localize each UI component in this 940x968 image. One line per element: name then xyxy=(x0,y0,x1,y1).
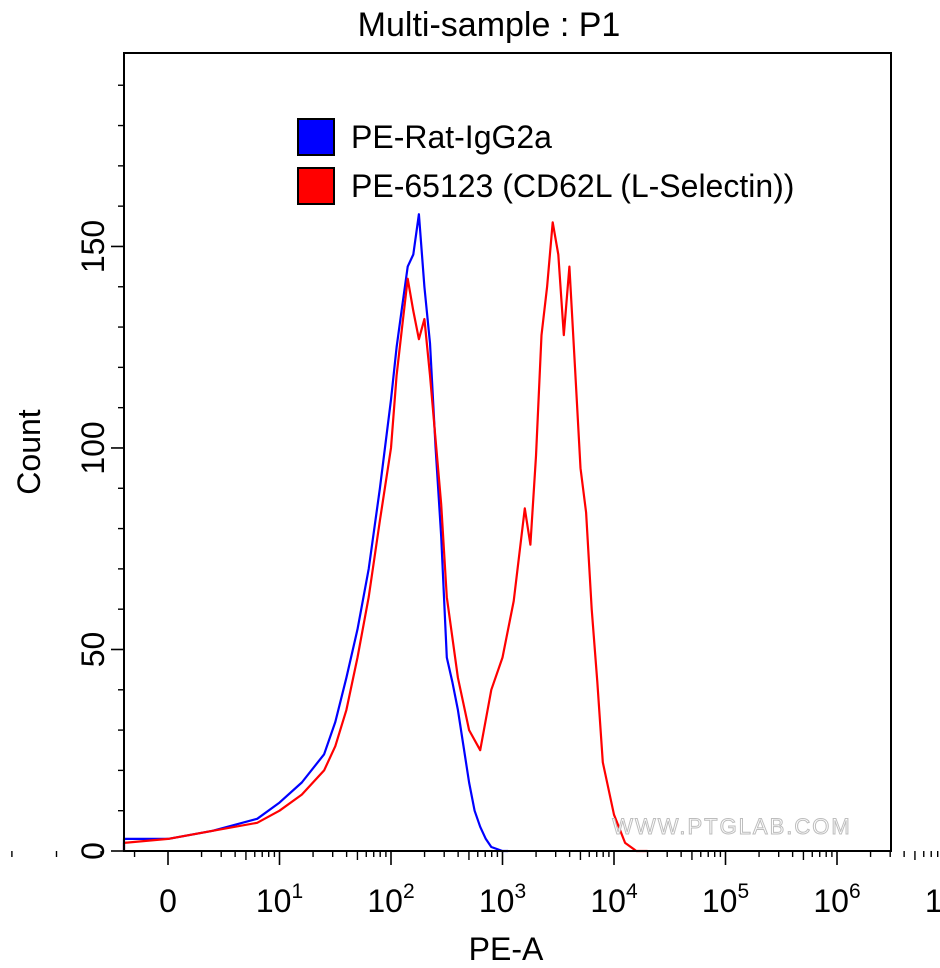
y-axis: 0 50 100 150 xyxy=(75,84,124,860)
x-tick-label: 104 xyxy=(590,880,638,919)
x-tick-label: 0 xyxy=(159,883,177,919)
x-axis: 0 101 102 103 104 105 106 107 xyxy=(11,851,940,919)
legend-label: PE-Rat-IgG2a xyxy=(351,119,552,155)
chart-title: Multi-sample : P1 xyxy=(358,6,621,44)
x-tick-label: 101 xyxy=(256,880,303,919)
watermark: WWW.PTGLAB.COM xyxy=(612,814,851,839)
x-tick-label: 106 xyxy=(813,880,860,919)
y-tick-label: 0 xyxy=(75,842,111,860)
y-tick-label: 100 xyxy=(75,421,111,474)
legend-swatch xyxy=(297,167,335,205)
x-tick-label: 103 xyxy=(479,880,526,919)
y-axis-label: Count xyxy=(11,409,47,495)
x-tick-label: 102 xyxy=(367,880,414,919)
legend-swatch xyxy=(297,118,335,156)
x-tick-label: 107 xyxy=(925,880,940,919)
series-line-0 xyxy=(122,213,509,853)
series-layer xyxy=(122,213,648,853)
legend-label: PE-65123 (CD62L (L-Selectin)) xyxy=(351,168,794,204)
y-tick-label: 150 xyxy=(75,220,111,273)
x-tick-label: 105 xyxy=(702,880,749,919)
y-tick-label: 50 xyxy=(75,632,111,668)
x-axis-label: PE-A xyxy=(469,931,544,967)
legend: PE-Rat-IgG2a PE-65123 (CD62L (L-Selectin)… xyxy=(297,118,794,205)
series-line-1 xyxy=(122,221,648,853)
plot-frame xyxy=(123,52,892,852)
